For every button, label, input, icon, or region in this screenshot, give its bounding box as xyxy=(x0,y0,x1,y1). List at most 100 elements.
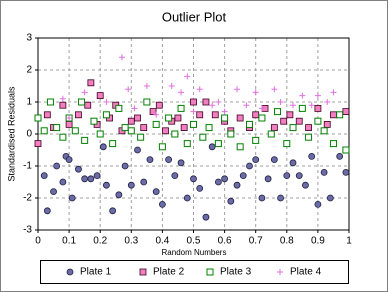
y-tick-label: -3 xyxy=(23,225,32,236)
point xyxy=(270,156,278,164)
point xyxy=(258,114,266,122)
point xyxy=(289,159,297,167)
point xyxy=(127,127,135,135)
point xyxy=(103,99,110,105)
point xyxy=(202,98,210,106)
legend-marker xyxy=(66,268,74,276)
point xyxy=(115,104,123,112)
point xyxy=(109,207,117,215)
point xyxy=(336,152,344,160)
point xyxy=(196,86,203,93)
point xyxy=(143,83,150,89)
point xyxy=(236,143,244,151)
point xyxy=(233,181,241,189)
y-tick-label: 3 xyxy=(26,33,32,44)
point xyxy=(252,156,260,164)
point xyxy=(137,133,145,141)
point xyxy=(273,108,281,116)
point xyxy=(65,156,73,164)
y-tick-label: 2 xyxy=(26,65,32,76)
point xyxy=(196,184,204,192)
point xyxy=(75,165,82,173)
point xyxy=(329,140,337,148)
y-tick-label: -1 xyxy=(23,161,32,172)
plot-border xyxy=(37,37,350,231)
point xyxy=(127,181,135,189)
x-tick-label: 0.7 xyxy=(249,236,263,247)
point xyxy=(152,120,160,128)
point xyxy=(295,117,303,125)
point xyxy=(258,194,266,202)
point xyxy=(180,124,188,131)
point xyxy=(205,124,213,132)
point xyxy=(314,105,322,112)
x-tick-label: 0.1 xyxy=(62,236,76,247)
point xyxy=(280,117,288,125)
point xyxy=(59,133,67,141)
point xyxy=(134,146,141,154)
point xyxy=(81,136,89,144)
x-axis-label: Random Numbers xyxy=(162,248,227,257)
point xyxy=(53,162,61,170)
y-tick-label: -2 xyxy=(23,193,32,204)
point xyxy=(271,86,278,93)
point xyxy=(214,140,222,148)
point xyxy=(121,124,129,132)
point xyxy=(43,207,51,215)
point xyxy=(177,159,185,167)
point xyxy=(40,127,48,135)
x-tick-label: 1 xyxy=(346,236,352,247)
point xyxy=(214,178,222,186)
point xyxy=(252,136,260,144)
y-tick-label: 0 xyxy=(26,129,32,140)
legend-label: Plate 1 xyxy=(80,267,112,278)
point xyxy=(183,194,191,202)
point xyxy=(40,172,48,180)
legend-label: Plate 3 xyxy=(220,267,252,278)
point xyxy=(177,104,185,112)
point xyxy=(66,115,73,121)
point xyxy=(290,102,297,109)
point xyxy=(90,117,98,125)
point xyxy=(59,178,67,186)
point xyxy=(215,99,222,105)
legend-label: Plate 2 xyxy=(153,267,185,278)
point xyxy=(330,111,337,119)
point xyxy=(308,152,316,160)
point xyxy=(43,111,51,119)
point xyxy=(264,175,272,183)
point xyxy=(308,102,315,109)
point xyxy=(71,127,79,135)
legend-marker xyxy=(277,269,283,275)
x-tick-label: 0.4 xyxy=(155,236,169,247)
x-tick-label: 0.9 xyxy=(311,236,325,247)
point xyxy=(115,191,123,199)
point xyxy=(236,114,244,122)
point xyxy=(109,140,117,148)
point xyxy=(81,89,88,96)
point xyxy=(245,120,253,128)
point xyxy=(46,98,54,106)
point xyxy=(209,102,216,109)
point xyxy=(131,105,138,112)
point xyxy=(252,89,259,96)
point xyxy=(158,200,166,208)
point xyxy=(65,121,73,128)
point xyxy=(168,83,175,89)
point xyxy=(239,172,247,180)
point xyxy=(199,133,207,141)
point xyxy=(103,181,110,189)
x-tick-label: 0 xyxy=(35,236,41,247)
point xyxy=(153,111,160,118)
point xyxy=(93,172,101,180)
point xyxy=(202,213,210,221)
point xyxy=(336,111,344,119)
point xyxy=(277,194,284,202)
point xyxy=(289,124,297,132)
point xyxy=(234,86,241,93)
point xyxy=(121,162,129,170)
point xyxy=(165,156,173,164)
y-tick-label: 1 xyxy=(26,97,32,108)
y-axis-label: Standardised Residuals xyxy=(6,86,16,182)
point xyxy=(127,117,135,125)
